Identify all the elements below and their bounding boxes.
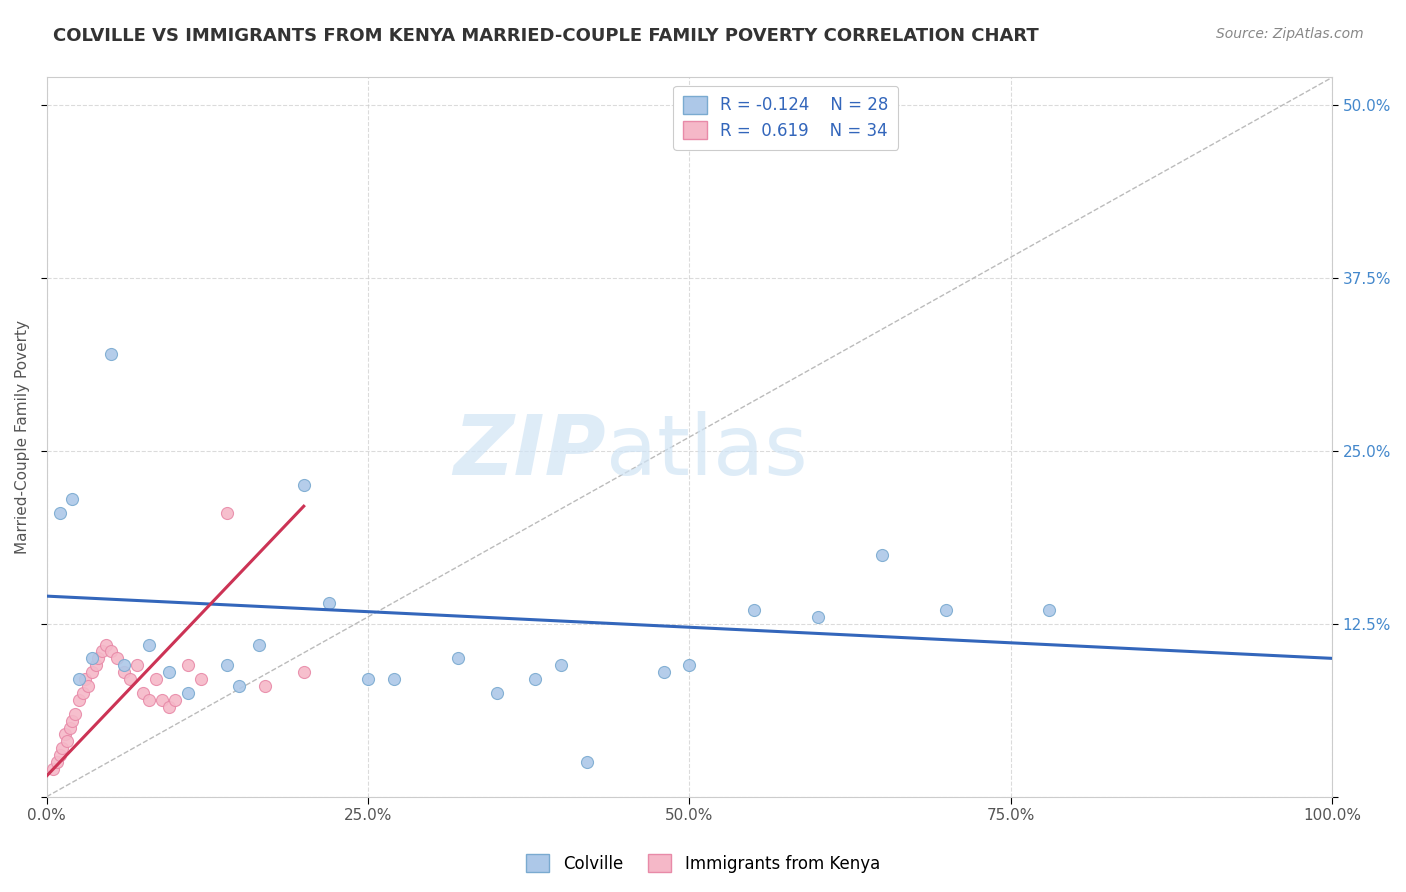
Point xyxy=(91,644,114,658)
Point xyxy=(678,658,700,673)
Point xyxy=(575,755,598,769)
Point xyxy=(94,638,117,652)
Point xyxy=(228,679,250,693)
Point xyxy=(550,658,572,673)
Point xyxy=(59,721,82,735)
Point xyxy=(100,644,122,658)
Text: COLVILLE VS IMMIGRANTS FROM KENYA MARRIED-COUPLE FAMILY POVERTY CORRELATION CHAR: COLVILLE VS IMMIGRANTS FROM KENYA MARRIE… xyxy=(53,27,1039,45)
Point xyxy=(215,658,238,673)
Point xyxy=(84,658,107,673)
Point xyxy=(75,672,97,686)
Point xyxy=(105,651,128,665)
Point xyxy=(1038,603,1060,617)
Point xyxy=(807,610,830,624)
Point xyxy=(157,699,180,714)
Point xyxy=(67,693,90,707)
Point xyxy=(80,651,103,665)
Point xyxy=(382,672,405,686)
Point xyxy=(447,651,470,665)
Point xyxy=(177,658,200,673)
Point xyxy=(292,665,315,680)
Point xyxy=(165,693,187,707)
Point xyxy=(80,665,103,680)
Point xyxy=(742,603,765,617)
Point xyxy=(63,706,86,721)
Point xyxy=(46,755,69,769)
Point xyxy=(138,638,160,652)
Point xyxy=(138,693,160,707)
Point xyxy=(42,762,65,776)
Point xyxy=(177,686,200,700)
Point xyxy=(485,686,508,700)
Point xyxy=(132,686,155,700)
Point xyxy=(67,672,90,686)
Point xyxy=(53,727,76,741)
Point xyxy=(247,638,270,652)
Point xyxy=(72,686,94,700)
Point xyxy=(524,672,547,686)
Point xyxy=(157,665,180,680)
Point xyxy=(51,741,73,756)
Point xyxy=(870,548,893,562)
Y-axis label: Married-Couple Family Poverty: Married-Couple Family Poverty xyxy=(15,320,30,554)
Point xyxy=(60,714,83,728)
Point xyxy=(935,603,957,617)
Point xyxy=(87,651,110,665)
Text: ZIP: ZIP xyxy=(453,411,606,492)
Text: atlas: atlas xyxy=(606,411,807,492)
Text: Source: ZipAtlas.com: Source: ZipAtlas.com xyxy=(1216,27,1364,41)
Point xyxy=(112,665,135,680)
Point xyxy=(190,672,212,686)
Point xyxy=(125,658,148,673)
Point xyxy=(652,665,675,680)
Point xyxy=(56,734,79,748)
Legend: Colville, Immigrants from Kenya: Colville, Immigrants from Kenya xyxy=(519,847,887,880)
Point xyxy=(112,658,135,673)
Point xyxy=(254,679,277,693)
Point xyxy=(357,672,380,686)
Point xyxy=(76,679,98,693)
Point xyxy=(48,748,70,763)
Point xyxy=(145,672,167,686)
Point xyxy=(120,672,142,686)
Point xyxy=(60,492,83,507)
Point xyxy=(48,506,70,520)
Point xyxy=(292,478,315,492)
Point xyxy=(215,506,238,520)
Legend: R = -0.124    N = 28, R =  0.619    N = 34: R = -0.124 N = 28, R = 0.619 N = 34 xyxy=(673,86,898,150)
Point xyxy=(150,693,173,707)
Point xyxy=(318,596,340,610)
Point xyxy=(100,347,122,361)
